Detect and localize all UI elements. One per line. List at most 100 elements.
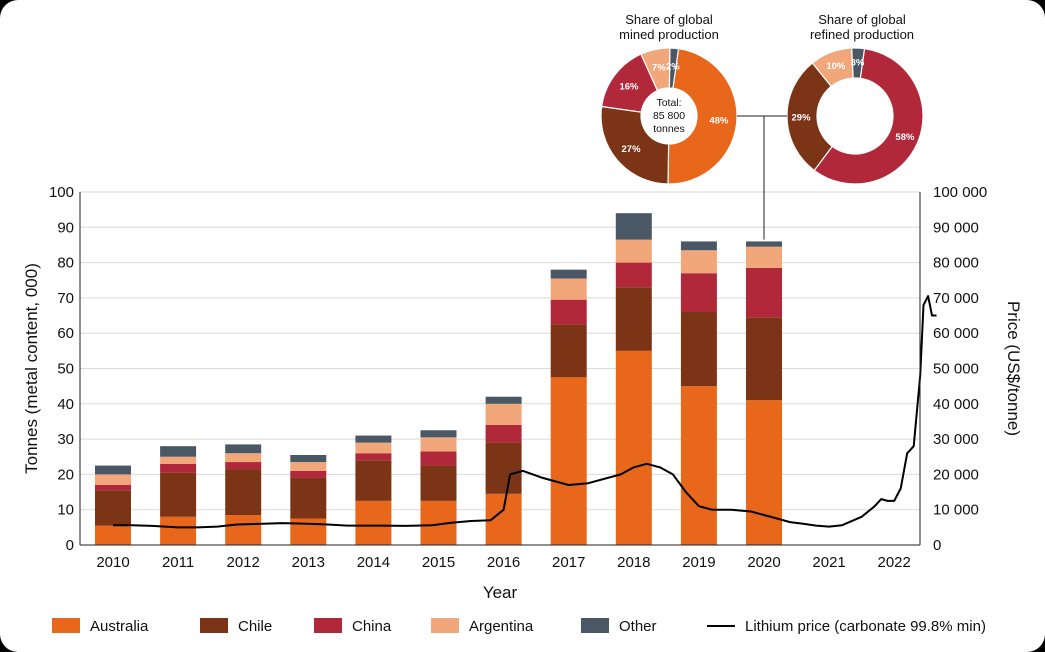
y-left-tick-label: 50 (57, 361, 74, 378)
bar-other (290, 454, 327, 463)
bar-other (485, 396, 522, 404)
y-right-tick-label: 70 000 (933, 290, 979, 307)
bar-chile (95, 490, 131, 526)
bar-australia (615, 350, 652, 545)
bars (95, 213, 782, 545)
legend-swatch-argentina (431, 618, 459, 633)
bar-chile (355, 460, 392, 501)
y-right-tick-label: 0 (933, 537, 941, 554)
bar-australia (160, 516, 197, 545)
pie-title: Share of global (625, 12, 713, 27)
bar-argentina (746, 246, 782, 268)
bar-other (160, 446, 197, 457)
axes: 0 10 20 30 40 50 60 70 80 90 100 0 10 000 20 000 30 00… (22, 184, 1023, 602)
bar-argentina (550, 278, 587, 300)
x-tick-label: 2018 (617, 554, 650, 571)
bar-other (680, 241, 717, 251)
y-right-tick-label: 20 000 (933, 466, 979, 483)
y-left-tick-label: 30 (57, 431, 74, 448)
y-left-tick-label: 70 (57, 290, 74, 307)
y-right-axis-title: Price (US$/tonne) (1004, 301, 1023, 436)
bar-china (420, 451, 457, 466)
bar-chile (420, 465, 457, 501)
bar-argentina (485, 403, 522, 425)
bar-australia (355, 500, 392, 545)
x-tick-label: 2017 (552, 554, 585, 571)
legend-swatch-chile (200, 618, 228, 633)
bar-australia (225, 514, 262, 545)
price-line (113, 295, 937, 529)
y-left-tick-label: 10 (57, 502, 74, 519)
bar-argentina (290, 462, 327, 471)
legend-label: China (352, 618, 392, 635)
bar-australia (746, 400, 782, 545)
y-right-tick-label: 40 000 (933, 396, 979, 413)
pie-title: refined production (810, 27, 914, 42)
bar-other (746, 241, 782, 247)
pie-slice-label: 48% (709, 115, 729, 126)
pie-title: mined production (619, 27, 719, 42)
y-right-tick-label: 10 000 (933, 502, 979, 519)
x-tick-label: 2010 (96, 554, 129, 571)
bar-chile (615, 287, 652, 351)
pie-slice-label: 10% (826, 61, 846, 72)
y-left-tick-label: 60 (57, 325, 74, 342)
bar-argentina (95, 474, 131, 485)
legend-label: Australia (90, 618, 149, 635)
bar-chile (746, 317, 782, 401)
price-line-path (113, 295, 937, 529)
y-left-tick-label: 40 (57, 396, 74, 413)
y-left-tick-label: 20 (57, 466, 74, 483)
y-right-tick-label: 30 000 (933, 431, 979, 448)
bar-china (95, 484, 131, 491)
pie-center-label: 85 800 (653, 110, 685, 122)
x-tick-label: 2014 (357, 554, 390, 571)
legend: Australia Chile China Argentina Other Lithium… (52, 618, 986, 635)
x-tick-label: 2011 (162, 554, 194, 571)
bar-other (95, 465, 131, 475)
bar-argentina (420, 437, 457, 452)
pie-center-hole (641, 88, 697, 144)
bar-chile (290, 477, 327, 519)
pie-slice-label: 3% (851, 58, 865, 69)
bar-china (746, 267, 782, 318)
pie-slice-label: 58% (895, 132, 915, 143)
bar-china (680, 273, 717, 313)
pie-slice-label: 2% (666, 62, 680, 73)
pie-slice-china (813, 47, 924, 185)
bar-other (420, 430, 457, 438)
x-tick-label: 2021 (812, 554, 845, 571)
bar-argentina (160, 456, 197, 464)
bar-china (615, 262, 652, 288)
y-right-tick-label: 100 000 (933, 184, 987, 201)
x-tick-label: 2019 (682, 554, 715, 571)
bar-argentina (615, 239, 652, 263)
y-right-tick-label: 60 000 (933, 325, 979, 342)
bar-china (225, 462, 262, 470)
legend-label: Chile (238, 618, 272, 635)
legend-label: Other (619, 618, 657, 635)
pie-slice-label: 16% (619, 82, 639, 93)
y-left-tick-label: 0 (66, 537, 74, 554)
y-left-tick-label: 80 (57, 255, 74, 272)
x-tick-label: 2015 (422, 554, 455, 571)
pie-slice-other (851, 47, 866, 80)
bar-australia (95, 525, 131, 545)
y-left-axis-title: Tonnes (metal content, 000) (22, 263, 41, 474)
y-right-tick-label: 90 000 (933, 219, 979, 236)
bar-china (160, 463, 197, 473)
bar-other (225, 444, 262, 454)
legend-swatch-australia (52, 618, 80, 633)
bar-other (355, 435, 392, 443)
bar-chile (485, 442, 522, 494)
y-right-tick-label: 80 000 (933, 255, 979, 272)
pie-center-label: Total: (656, 97, 681, 109)
bar-china (290, 470, 327, 478)
bar-china (485, 424, 522, 443)
bar-china (355, 453, 392, 461)
pie-slice-label: 27% (622, 144, 642, 155)
legend-label: Argentina (469, 618, 534, 635)
pie-center-label: tonnes (653, 123, 685, 135)
bar-other (615, 213, 652, 240)
bar-chile (680, 312, 717, 387)
